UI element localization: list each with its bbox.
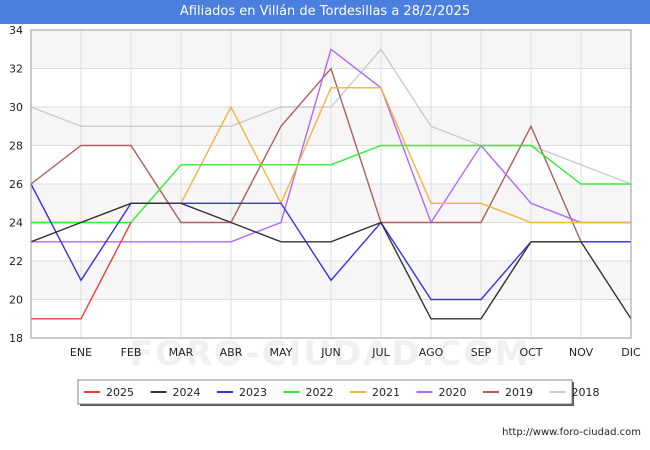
series-line-2024	[30, 202, 632, 320]
series-line-2025	[31, 222, 132, 320]
chart-title: Afiliados en Villán de Tordesillas a 28/…	[0, 0, 650, 24]
x-tick-label: ABR	[220, 346, 243, 359]
legend: 2025 2024 2023 2022 2021 2020 2019 2018	[77, 379, 600, 406]
series-line-2020	[31, 48, 631, 243]
y-tick-label: 26	[9, 178, 23, 191]
y-tick-label: 24	[9, 217, 23, 230]
y-tick-label: 32	[9, 63, 23, 76]
y-tick-label: 18	[9, 332, 23, 345]
legend-label-2019: 2019	[505, 386, 533, 399]
legend-label-2020: 2020	[439, 386, 467, 399]
x-tick-label: OCT	[519, 346, 542, 359]
x-tick-label: SEP	[471, 346, 492, 359]
x-tick-label: MAY	[270, 346, 293, 359]
series-lines	[30, 48, 632, 320]
plot-frame	[30, 29, 632, 339]
x-tick-label: FEB	[121, 346, 142, 359]
x-tick-label: NOV	[569, 346, 594, 359]
x-tick-label: MAR	[169, 346, 194, 359]
y-tick-label: 34	[9, 24, 23, 37]
watermark: FORO-CIUDAD.COM	[130, 334, 531, 374]
y-tick-label: 20	[9, 294, 23, 307]
legend-label-2018: 2018	[572, 386, 600, 399]
series-line-2019	[30, 67, 631, 243]
x-tick-label: ENE	[70, 346, 92, 359]
x-tick-label: AGO	[419, 346, 444, 359]
x-tick-label: JUL	[371, 346, 390, 359]
y-tick-label: 30	[9, 101, 23, 114]
x-tick-label: DIC	[621, 346, 641, 359]
legend-label-2023: 2023	[239, 386, 267, 399]
y-tick-label: 28	[9, 140, 23, 153]
legend-label-2025: 2025	[106, 386, 134, 399]
legend-label-2022: 2022	[306, 386, 334, 399]
x-tick-label: JUN	[320, 346, 341, 359]
y-axis-ticks: 18 20 22 24 26 28 30 32 34	[9, 24, 23, 345]
x-axis-ticks: ENE FEB MAR ABR MAY JUN JUL AGO SEP OCT NOV DIC	[70, 346, 641, 359]
source-url[interactable]: http://www.foro-ciudad.com	[502, 427, 641, 438]
legend-label-2021: 2021	[372, 386, 400, 399]
legend-label-2024: 2024	[173, 386, 201, 399]
y-tick-label: 22	[9, 255, 23, 268]
